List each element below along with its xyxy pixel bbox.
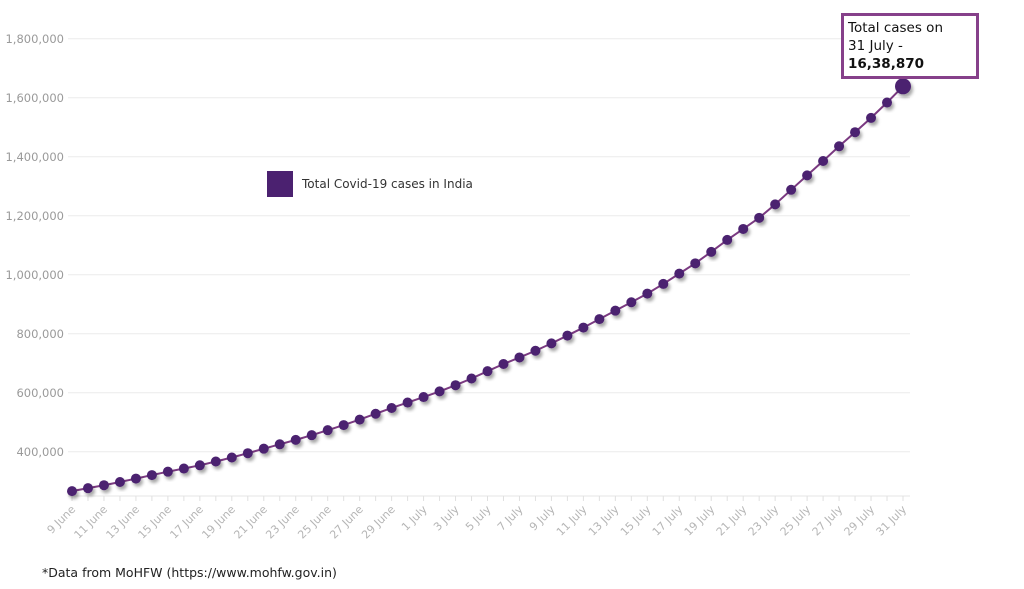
y-tick-label: 400,000 [16, 445, 64, 459]
y-tick-label: 1,000,000 [5, 268, 64, 282]
annotation-value: 16,38,870 [848, 56, 925, 72]
data-point [418, 392, 429, 403]
legend: Total Covid-19 cases in India [267, 171, 473, 197]
data-point [895, 78, 911, 95]
x-tick-label: 27 June [327, 503, 366, 542]
data-point [450, 380, 461, 391]
data-point [162, 466, 173, 477]
data-point [114, 476, 125, 487]
data-point [690, 258, 701, 269]
data-point [322, 425, 333, 436]
data-point [386, 402, 397, 413]
x-tick-label: 17 June [167, 503, 206, 542]
data-point [226, 452, 237, 463]
data-point [338, 420, 349, 431]
data-point [754, 212, 765, 223]
data-point [802, 170, 813, 181]
data-point [594, 314, 605, 325]
data-point [498, 359, 509, 370]
data-point [818, 156, 829, 167]
data-point [562, 330, 573, 341]
x-tick-label: 3 July [431, 503, 462, 534]
y-tick-label: 800,000 [16, 327, 64, 341]
x-tick-label: 7 July [495, 503, 526, 534]
data-point [210, 456, 221, 467]
x-tick-label: 31 July [874, 503, 910, 539]
data-point [626, 297, 637, 308]
data-point [578, 322, 589, 333]
legend-swatch [267, 171, 293, 197]
series-line [71, 85, 904, 493]
x-tick-label: 21 June [231, 503, 270, 542]
x-tick-label: 25 June [295, 503, 334, 542]
data-point [482, 366, 493, 377]
data-point [466, 373, 477, 384]
x-tick-label: 15 June [136, 503, 175, 542]
data-point [290, 434, 301, 445]
data-point [882, 97, 893, 108]
y-tick-label: 1,600,000 [5, 91, 64, 105]
data-point [82, 483, 93, 494]
data-point [354, 414, 365, 425]
annotation-box: Total cases on 31 July - 16,38,870 [841, 13, 979, 79]
data-point [306, 430, 317, 441]
x-tick-label: 13 July [586, 503, 622, 539]
data-point [242, 448, 253, 459]
data-point [434, 386, 445, 397]
data-point [258, 443, 269, 454]
data-point [370, 408, 381, 419]
data-point [850, 127, 861, 138]
x-tick-label: 29 July [842, 503, 878, 539]
x-tick-label: 11 July [554, 503, 590, 539]
data-point [722, 234, 733, 245]
data-point [402, 397, 413, 408]
data-point [514, 352, 525, 363]
data-point [610, 305, 621, 316]
x-tick-label: 27 July [810, 503, 846, 539]
data-point [674, 268, 685, 279]
data-point [98, 480, 109, 491]
x-tick-label: 13 June [104, 503, 143, 542]
data-point [146, 470, 157, 481]
data-point [178, 463, 189, 474]
x-tick-label: 15 July [618, 503, 654, 539]
x-tick-label: 19 July [682, 503, 718, 539]
data-point [658, 278, 669, 289]
data-point [130, 473, 141, 484]
data-point [274, 439, 285, 450]
data-point [770, 199, 781, 210]
y-tick-label: 600,000 [16, 386, 64, 400]
y-tick-label: 1,800,000 [5, 32, 64, 46]
x-tick-label: 29 June [359, 503, 398, 542]
x-tick-label: 21 July [714, 503, 750, 539]
data-point [738, 223, 749, 234]
data-point [866, 112, 877, 123]
data-point [194, 460, 205, 471]
footnote: *Data from MoHFW (https://www.mohfw.gov.… [42, 565, 337, 580]
x-tick-label: 17 July [650, 503, 686, 539]
data-point [546, 338, 557, 349]
x-tick-label: 23 July [746, 503, 782, 539]
data-point [642, 288, 653, 299]
y-tick-label: 1,400,000 [5, 150, 64, 164]
x-tick-label: 5 July [463, 503, 494, 534]
data-point [706, 246, 717, 257]
x-tick-label: 1 July [399, 503, 430, 534]
data-point [530, 345, 541, 356]
annotation-prefix: 31 July - [848, 38, 903, 54]
x-tick-label: 11 June [72, 503, 111, 542]
data-point [67, 486, 77, 497]
x-tick-label: 23 June [263, 503, 302, 542]
y-tick-label: 1,200,000 [5, 209, 64, 223]
x-tick-label: 25 July [778, 503, 814, 539]
x-tick-label: 19 June [199, 503, 238, 542]
data-point [786, 184, 797, 195]
annotation-line1: Total cases on [848, 20, 943, 36]
data-point [834, 141, 845, 152]
legend-label: Total Covid-19 cases in India [302, 177, 473, 191]
